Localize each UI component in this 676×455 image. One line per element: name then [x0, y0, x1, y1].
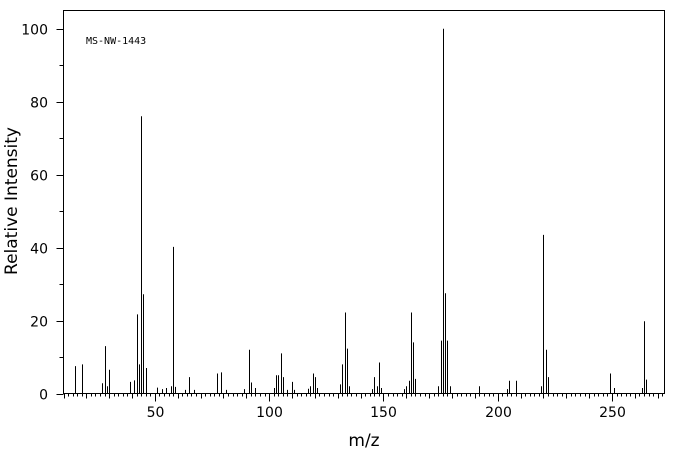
y-tick-label: 60 [30, 169, 48, 185]
y-tick-label: 100 [21, 23, 48, 39]
x-axis-ticks: 50 100 150 200 250 [64, 393, 663, 421]
y-tick-label: 20 [30, 315, 48, 331]
y-tick-label: 0 [39, 388, 48, 404]
x-tick-label: 50 [147, 405, 165, 421]
x-tick-label: 150 [370, 405, 397, 421]
x-axis-label: m/z [348, 431, 379, 451]
x-tick-label: 100 [256, 405, 283, 421]
plot-frame [63, 10, 665, 394]
y-axis-ticks: 0 20 40 60 80 100 [21, 23, 64, 404]
y-tick-label: 80 [30, 96, 48, 112]
y-tick-label: 40 [30, 242, 48, 258]
x-tick-label: 200 [485, 405, 512, 421]
y-axis-label: Relative Intensity [2, 127, 22, 275]
spectrum-id-label: MS-NW-1443 [86, 36, 146, 47]
peak-bars [75, 28, 647, 394]
x-tick-label: 250 [599, 405, 626, 421]
